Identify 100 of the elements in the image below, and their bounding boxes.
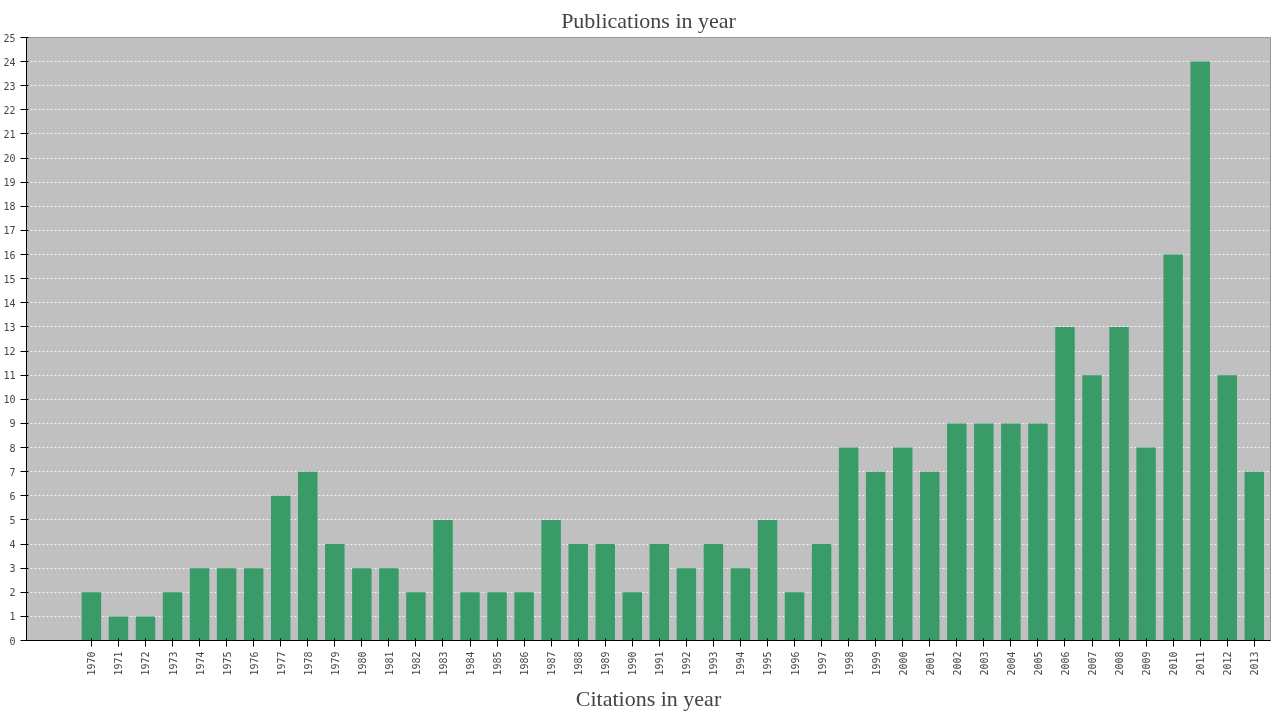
x-tick-label: 1971 [113, 651, 125, 676]
x-tick-label: 1981 [383, 651, 395, 676]
bar [460, 592, 480, 641]
x-tick-label: 1989 [600, 651, 612, 676]
x-tick-label: 2003 [978, 651, 990, 676]
x-tick-label: 2007 [1087, 651, 1099, 676]
x-tick-label: 1974 [194, 651, 206, 676]
bar [757, 519, 778, 641]
y-tick-label: 21 [3, 128, 16, 140]
y-tick-label: 9 [9, 418, 16, 430]
y-tick-label: 24 [3, 56, 16, 68]
x-tick-label: 1986 [519, 651, 531, 676]
bar [838, 447, 859, 641]
y-tick-label: 7 [9, 466, 16, 478]
bar [1163, 254, 1183, 641]
y-tick-label: 12 [3, 346, 16, 358]
bar [1109, 326, 1129, 641]
x-tick-label: 1972 [140, 651, 152, 676]
bar [352, 568, 372, 641]
x-tick-label: 2008 [1114, 651, 1126, 676]
y-tick-label: 22 [3, 104, 16, 116]
x-tick-label: 2011 [1195, 651, 1207, 676]
bar [1136, 447, 1156, 641]
x-tick-label: 2012 [1222, 651, 1234, 676]
x-tick-label: 1970 [86, 651, 98, 676]
bar [406, 592, 426, 641]
bar [216, 568, 237, 641]
y-tick-label: 14 [3, 297, 16, 309]
x-tick-label: 2005 [1032, 651, 1044, 676]
x-tick-label: 1985 [492, 651, 504, 676]
x-tick-label: 1976 [248, 651, 260, 676]
y-tick-label: 20 [3, 153, 16, 165]
bar [1217, 375, 1237, 641]
x-tick-label: 1992 [681, 651, 693, 676]
bar [487, 592, 507, 641]
bar [379, 568, 399, 641]
x-tick-label: 2002 [951, 651, 963, 676]
y-tick-label: 2 [9, 587, 16, 599]
bar [784, 592, 805, 641]
bar [189, 568, 210, 641]
x-tick-label: 2013 [1249, 651, 1261, 676]
y-tick-label: 13 [3, 321, 16, 333]
bar [568, 544, 588, 641]
y-tick-label: 15 [3, 273, 16, 285]
y-tick-label: 8 [9, 442, 16, 454]
x-tick-label: 1982 [410, 651, 422, 676]
y-tick-label: 17 [3, 225, 16, 237]
bar [1001, 423, 1021, 641]
y-tick-label: 6 [9, 490, 16, 502]
x-tick-label: 1979 [329, 651, 341, 676]
bar [865, 471, 886, 641]
bar [622, 592, 643, 641]
y-tick-label: 16 [3, 249, 16, 261]
bar [514, 592, 534, 641]
bar [1055, 326, 1075, 641]
bar [433, 519, 453, 641]
bar [811, 544, 832, 641]
x-tick-label: 1987 [546, 651, 558, 676]
bar [541, 519, 561, 641]
x-tick-label: 1983 [437, 651, 449, 676]
x-tick-label: 1978 [302, 651, 314, 676]
x-tick-label: 1994 [735, 651, 747, 676]
bar [947, 423, 967, 641]
y-tick-label: 1 [9, 611, 16, 623]
bar [298, 471, 318, 641]
x-tick-label: 2006 [1059, 651, 1071, 676]
bar [703, 544, 724, 641]
y-tick-label: 10 [3, 394, 16, 406]
bar [108, 616, 129, 641]
x-tick-label: 2009 [1141, 651, 1153, 676]
x-tick-label: 1984 [465, 651, 477, 676]
x-tick-label: 1993 [708, 651, 720, 676]
x-tick-label: 1988 [573, 651, 585, 676]
chart-title: Publications in year [561, 7, 737, 33]
x-tick-label: 1995 [762, 651, 774, 676]
y-tick-label: 5 [9, 514, 16, 526]
x-tick-label: 1997 [816, 651, 828, 676]
x-tick-label: 1990 [627, 651, 639, 676]
x-tick-label: 1991 [654, 651, 666, 676]
x-tick-label: 1980 [356, 651, 368, 676]
bar [243, 568, 264, 641]
bar [1082, 375, 1102, 641]
bar [81, 592, 102, 641]
y-tick-label: 11 [3, 370, 16, 382]
x-tick-label: 2001 [924, 651, 936, 676]
bar [676, 568, 697, 641]
bar [325, 544, 345, 641]
bar [892, 447, 913, 641]
y-tick-label: 25 [3, 32, 16, 44]
x-tick-label: 2004 [1005, 651, 1017, 676]
x-tick-label: 2000 [897, 651, 909, 676]
y-tick-label: 0 [9, 635, 16, 647]
bar [1190, 61, 1210, 641]
x-tick-label: 1999 [870, 651, 882, 676]
y-tick-label: 18 [3, 201, 16, 213]
x-tick-label: 2010 [1168, 651, 1180, 676]
bar [270, 495, 291, 641]
bar [974, 423, 994, 641]
bar [920, 471, 940, 641]
bar [595, 544, 615, 641]
